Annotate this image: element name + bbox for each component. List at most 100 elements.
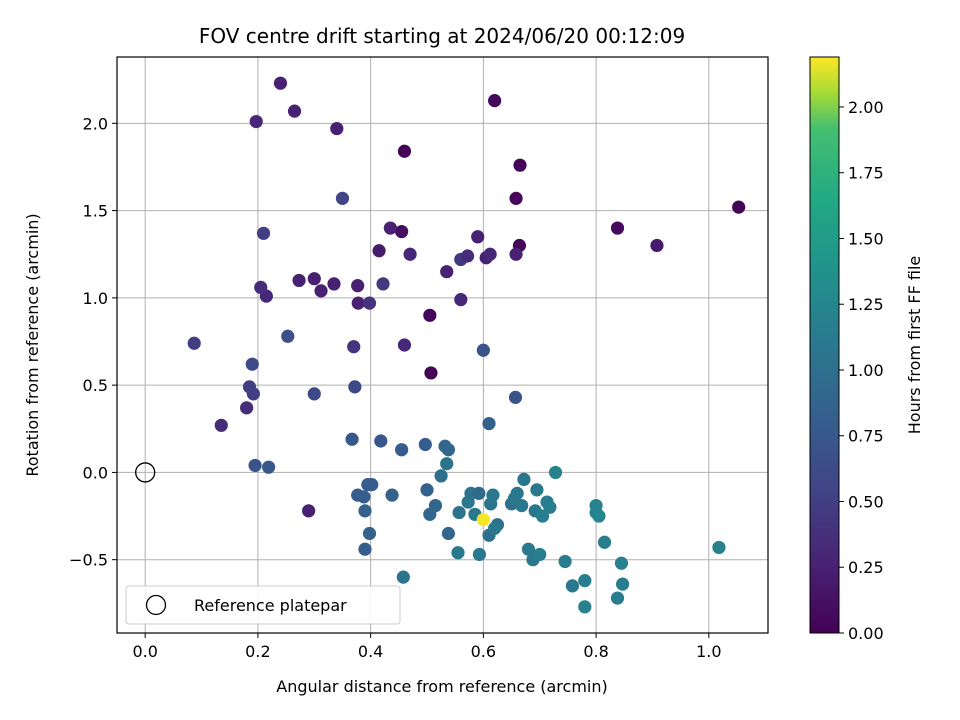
legend-label: Reference platepar xyxy=(194,596,347,615)
data-point xyxy=(592,509,606,523)
x-tick-label: 0.4 xyxy=(358,642,383,661)
x-tick-label: 1.0 xyxy=(696,642,721,661)
data-point xyxy=(362,526,377,541)
data-point xyxy=(395,224,409,239)
data-point xyxy=(383,221,397,235)
data-point xyxy=(246,387,260,401)
data-point xyxy=(396,570,410,584)
data-point xyxy=(403,247,417,261)
data-point xyxy=(513,158,527,172)
colorbar-tick-label: 0.00 xyxy=(848,624,884,643)
x-tick-label: 0.6 xyxy=(471,642,496,661)
colorbar-tick-label: 0.25 xyxy=(848,558,884,577)
data-point xyxy=(535,509,550,523)
data-point xyxy=(376,277,390,291)
data-point xyxy=(365,478,379,492)
data-point xyxy=(357,490,371,504)
data-point xyxy=(476,512,490,527)
data-point xyxy=(273,76,288,90)
colorbar-tick-label: 1.00 xyxy=(848,361,884,380)
data-point xyxy=(712,540,726,555)
data-point xyxy=(509,191,523,205)
data-point xyxy=(327,277,341,291)
data-point xyxy=(281,329,295,343)
y-tick-label: −0.5 xyxy=(69,551,108,570)
data-point xyxy=(372,244,386,258)
x-axis-label: Angular distance from reference (arcmin) xyxy=(276,677,607,696)
data-point xyxy=(214,418,228,432)
data-point xyxy=(472,486,486,500)
data-point xyxy=(441,526,456,541)
data-point xyxy=(610,221,625,235)
data-point xyxy=(488,94,502,108)
data-point xyxy=(330,121,344,136)
data-point xyxy=(452,505,466,520)
y-axis-label: Rotation from reference (arcmin) xyxy=(23,213,42,476)
data-point xyxy=(434,469,448,483)
data-point xyxy=(362,296,377,310)
data-point xyxy=(517,472,531,486)
data-point xyxy=(347,340,361,354)
colorbar-tick-label: 1.50 xyxy=(848,229,884,248)
y-tick-label: 0.5 xyxy=(83,376,108,395)
y-tick-label: 1.5 xyxy=(83,202,108,221)
data-point xyxy=(578,574,592,588)
data-point xyxy=(732,200,746,214)
data-point xyxy=(307,387,321,401)
data-point xyxy=(307,272,321,286)
data-point xyxy=(187,336,201,350)
data-point xyxy=(650,238,664,253)
x-tick-label: 0.8 xyxy=(583,642,608,661)
data-point xyxy=(508,390,523,404)
data-point xyxy=(345,432,359,446)
x-axis-ticks: 0.0 0.2 0.4 0.6 0.8 1.0 xyxy=(132,633,722,661)
data-point xyxy=(509,247,523,261)
data-point xyxy=(424,366,438,380)
data-point xyxy=(510,486,524,500)
data-point xyxy=(256,226,271,240)
colorbar-label: Hours from first FF file xyxy=(905,256,924,435)
data-point xyxy=(441,443,456,457)
data-point xyxy=(615,577,630,591)
data-points xyxy=(187,76,746,614)
data-point xyxy=(397,144,412,158)
y-tick-label: 1.0 xyxy=(83,289,108,308)
data-point xyxy=(515,498,529,513)
data-point xyxy=(254,280,268,294)
chart-title: FOV centre drift starting at 2024/06/20 … xyxy=(199,24,685,48)
data-point xyxy=(614,556,629,570)
data-point xyxy=(476,343,490,357)
data-point xyxy=(482,416,496,431)
data-point xyxy=(488,521,502,535)
data-point xyxy=(521,542,536,556)
y-tick-label: 2.0 xyxy=(83,114,108,133)
data-point xyxy=(440,265,454,279)
data-point xyxy=(530,483,544,497)
data-point xyxy=(314,284,328,298)
data-point xyxy=(287,104,302,118)
data-point xyxy=(565,579,580,593)
data-point xyxy=(543,500,557,514)
colorbar-tick-label: 0.50 xyxy=(848,492,884,511)
data-point xyxy=(454,293,468,307)
data-point xyxy=(597,535,612,549)
grid xyxy=(117,57,768,633)
data-point xyxy=(610,591,625,605)
y-tick-label: 0.0 xyxy=(83,463,108,482)
data-point xyxy=(249,114,263,129)
data-point xyxy=(440,457,454,471)
colorbar-tick-label: 0.75 xyxy=(848,427,884,446)
data-point xyxy=(302,504,316,518)
legend-box xyxy=(125,585,401,625)
colorbar-tick-label: 1.25 xyxy=(848,295,884,314)
data-point xyxy=(248,458,262,473)
plot-frame xyxy=(116,56,769,634)
data-point xyxy=(483,247,497,261)
data-point xyxy=(420,483,434,497)
data-point xyxy=(395,443,409,457)
y-axis-ticks: −0.5 0.0 0.5 1.0 1.5 2.0 xyxy=(69,114,117,570)
data-point xyxy=(472,547,487,562)
legend: Reference platepar xyxy=(125,585,401,625)
data-point xyxy=(486,488,500,502)
data-point xyxy=(358,542,372,556)
